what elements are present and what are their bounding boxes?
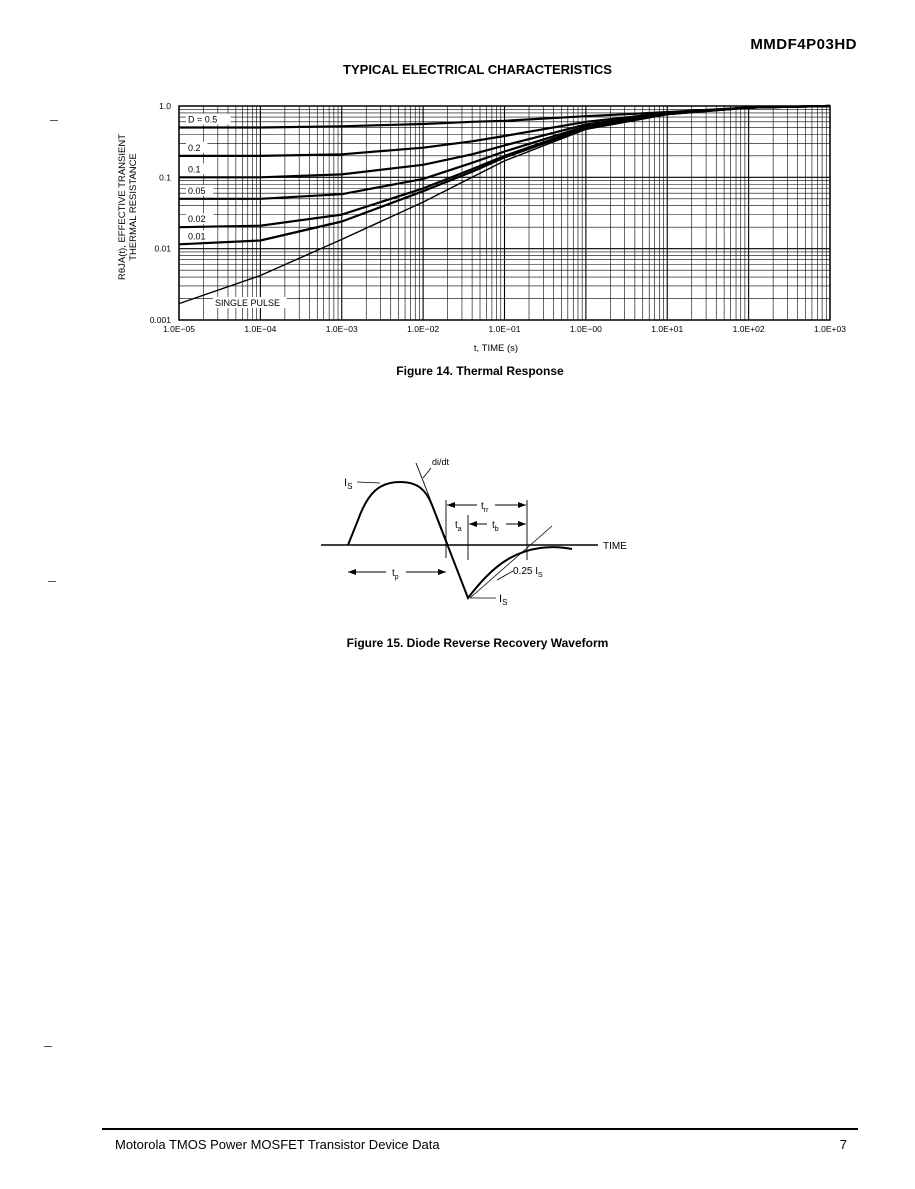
- tb-arrow-right: [518, 521, 526, 527]
- trr-label: trr: [481, 501, 489, 514]
- di-dt-label: di/dt: [432, 457, 450, 467]
- x-tick-label: 1.0E−05: [163, 324, 195, 334]
- x-tick-label: 1.0E+01: [651, 324, 683, 334]
- is-top-leader: [356, 481, 381, 484]
- series-label: 0.1: [188, 164, 201, 174]
- margin-mark: [50, 120, 58, 121]
- margin-mark: [48, 581, 56, 582]
- time-label: TIME: [603, 541, 627, 552]
- series-label: 0.05: [188, 186, 206, 196]
- series-label: 0.02: [188, 214, 206, 224]
- tp-label: tp: [392, 568, 399, 581]
- trr-arrow-left: [447, 502, 455, 508]
- series-label: SINGLE PULSE: [215, 298, 280, 308]
- x-tick-label: 1.0E−04: [244, 324, 276, 334]
- plot-frame: [178, 105, 831, 321]
- tp-arrow-left: [348, 569, 356, 575]
- is-top-label: IS: [344, 477, 352, 491]
- y-axis-label-line-1: RθJA(t), EFFECTIVE TRANSIENT: [117, 134, 128, 280]
- series-label-bg: [186, 141, 208, 153]
- series-label: 0.2: [188, 143, 201, 153]
- x-tick-label: 1.0E−02: [407, 324, 439, 334]
- y-tick-label: 0.01: [154, 244, 171, 254]
- tb-extrapolation-line: [469, 525, 553, 599]
- part-number: MMDF4P03HD: [750, 36, 857, 53]
- x-tick-label: 1.0E−03: [326, 324, 358, 334]
- y-axis-label-line-2: THERMAL RESISTANCE: [128, 153, 139, 261]
- margin-mark: [44, 1046, 52, 1047]
- page-number: 7: [839, 1137, 847, 1152]
- y-tick-labels: 0.001 0.01 0.1 1.0: [150, 101, 172, 325]
- ta-label: ta: [455, 520, 462, 533]
- trr-arrow-right: [518, 502, 526, 508]
- figure-14-caption: Figure 14. Thermal Response: [396, 364, 564, 378]
- x-tick-label: 1.0E−00: [570, 324, 602, 334]
- series-label-bg: [186, 113, 231, 125]
- thermal-curves: [178, 104, 831, 305]
- figure-15-caption: Figure 15. Diode Reverse Recovery Wavefo…: [346, 636, 609, 650]
- recovery-waveform: [347, 480, 573, 601]
- series-label: 0.01: [188, 231, 206, 241]
- y-tick-label: 0.1: [159, 172, 171, 182]
- y-tick-label: 0.001: [150, 315, 172, 325]
- is-bottom-label: IS: [499, 593, 507, 607]
- tb-arrow-left: [469, 521, 477, 527]
- reverse-recovery-diagram: di/dt IS trr ta tb TIME tp 0.25 IS IS: [321, 457, 627, 607]
- series-label: D = 0.5: [188, 114, 217, 124]
- series-label-bg: [186, 184, 214, 196]
- x-tick-labels: 1.0E−05 1.0E−04 1.0E−03 1.0E−02 1.0E−01 1.0E−…: [163, 324, 846, 334]
- tb-label: tb: [492, 520, 499, 533]
- x-tick-label: 1.0E−01: [489, 324, 521, 334]
- x-tick-label: 1.0E+03: [814, 324, 846, 334]
- major-grid: [178, 105, 831, 321]
- thermal-response-chart: D = 0.5 0.2 0.1 0.05 0.02 0.01 SINGLE PULSE 1.…: [117, 101, 846, 354]
- footer-rule: [102, 1128, 858, 1130]
- series-label-bg: [186, 213, 214, 225]
- di-dt-line: [415, 462, 448, 543]
- series-label-bg: [213, 297, 287, 308]
- section-title: TYPICAL ELECTRICAL CHARACTERISTICS: [343, 62, 612, 77]
- curve-labels: D = 0.5 0.2 0.1 0.05 0.02 0.01 SINGLE PULSE: [186, 113, 287, 308]
- x-tick-label: 1.0E+02: [733, 324, 765, 334]
- pct-is-label: 0.25 IS: [513, 566, 543, 579]
- y-tick-label: 1.0: [159, 101, 171, 111]
- di-dt-leader: [422, 467, 432, 479]
- tp-arrow-right: [438, 569, 446, 575]
- series-label-bg: [186, 230, 214, 242]
- pct-leader: [496, 570, 514, 581]
- footer-source: Motorola TMOS Power MOSFET Transistor De…: [115, 1137, 440, 1152]
- series-label-bg: [186, 163, 208, 175]
- x-axis-label: t, TIME (s): [474, 343, 518, 354]
- series-line: [178, 105, 831, 305]
